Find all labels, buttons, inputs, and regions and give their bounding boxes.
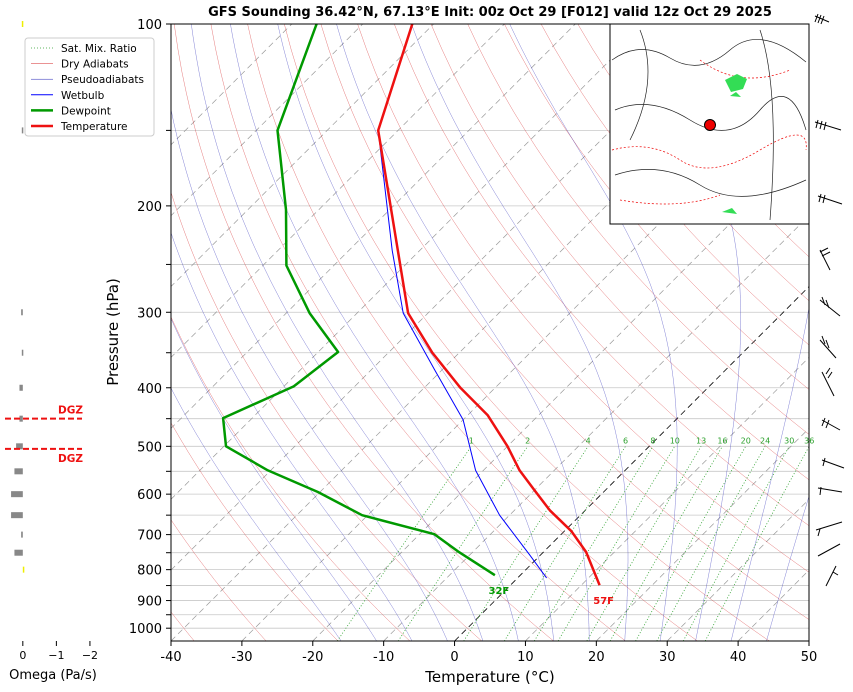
mixing-ratio-label: 2 [525, 436, 530, 445]
mixing-ratio-label: 10 [670, 436, 680, 445]
x-tick-label: -10 [373, 650, 394, 665]
omega-bar [23, 567, 25, 573]
mixing-ratio-line [683, 446, 789, 641]
dry-adiabat [174, 24, 553, 641]
dry-adiabat [835, 24, 853, 641]
y-tick-label: 300 [137, 306, 162, 321]
y-tick-label: 700 [137, 529, 162, 544]
x-tick-label: 50 [801, 650, 818, 665]
legend-label: Wetbulb [61, 90, 105, 102]
mixing-ratio-line [610, 446, 722, 641]
omega-tick-label: −1 [48, 649, 64, 662]
omega-axis-label: Omega (Pa/s) [9, 668, 97, 683]
mixing-ratio-label: 1 [469, 436, 474, 445]
omega-bar [11, 512, 23, 518]
x-tick-label: 30 [659, 650, 676, 665]
legend-label: Sat. Mix. Ratio [61, 43, 137, 55]
legend-label: Temperature [60, 121, 128, 133]
surface-label: 32F [488, 586, 509, 597]
x-axis-label: Temperature (°C) [424, 668, 554, 686]
omega-bar [22, 127, 24, 133]
mixing-ratio-line [587, 446, 701, 641]
y-tick-label: 200 [137, 200, 162, 215]
legend-label: Dewpoint [61, 105, 111, 117]
pseudoadiabat [130, 24, 412, 641]
x-tick-label: 10 [517, 650, 534, 665]
legend-label: Pseudoadiabats [61, 74, 144, 86]
omega-bar [11, 491, 23, 497]
omega-tick-label: −2 [82, 649, 98, 662]
y-tick-label: 400 [137, 382, 162, 397]
omega-bar [21, 532, 23, 538]
profile-line [223, 24, 495, 575]
omega-bar [14, 468, 22, 474]
y-tick-label: 800 [137, 564, 162, 579]
dgz-label: DGZ [58, 453, 83, 465]
pseudoadiabat [278, 24, 554, 641]
omega-bar [21, 309, 23, 315]
mixing-ratio-label: 36 [804, 436, 814, 445]
pseudoadiabat [412, 24, 629, 641]
wind-barbs [815, 14, 844, 586]
chart-title: GFS Sounding 36.42°N, 67.13°E Init: 00z … [208, 5, 772, 20]
y-tick-label: 600 [137, 488, 162, 503]
x-tick-label: 0 [450, 650, 458, 665]
mixing-ratio-line [705, 446, 809, 641]
pseudoadiabat [337, 24, 590, 641]
mixing-ratio-label: 4 [586, 436, 591, 445]
profiles [223, 24, 599, 585]
y-tick-label: 1000 [129, 622, 162, 637]
mixing-ratio-label: 20 [741, 436, 751, 445]
legend-label: Dry Adiabats [61, 59, 129, 71]
map-location [705, 120, 716, 131]
mixing-ratio-label: 24 [760, 436, 770, 445]
surface-label: 57F [593, 596, 614, 607]
mixing-ratio-label: 16 [717, 436, 727, 445]
omega-bar [22, 21, 24, 27]
mixing-ratio-label: 30 [784, 436, 794, 445]
omega-bar [19, 385, 22, 391]
mixing-ratio-line [657, 446, 765, 641]
inset-map [610, 24, 809, 224]
legend: Sat. Mix. Ratio Dry Adiabats Pseudoadiabat… [25, 38, 154, 136]
profile-line [378, 130, 546, 578]
omega-tick-label: 0 [19, 649, 26, 662]
mixing-ratio-label: 8 [650, 436, 655, 445]
omega-bar [14, 550, 22, 556]
y-axis-label: Pressure (hPa) [104, 278, 122, 386]
mixing-ratio-label: 13 [696, 436, 706, 445]
x-tick-label: 40 [730, 650, 747, 665]
dry-adiabat [138, 24, 482, 641]
y-tick-label: 900 [137, 595, 162, 610]
y-tick-label: 100 [137, 18, 162, 33]
x-tick-label: -20 [302, 650, 323, 665]
pseudoadiabat [191, 24, 483, 641]
x-tick-label: -30 [231, 650, 252, 665]
pseudoadiabat [158, 24, 447, 641]
mixing-ratio-label: 6 [623, 436, 628, 445]
mixing-ratio-line [534, 446, 653, 641]
omega-bar [22, 350, 24, 356]
mixing-ratio-line [464, 446, 588, 641]
y-tick-label: 500 [137, 440, 162, 455]
mixing-ratio-line [398, 446, 528, 641]
x-tick-label: 20 [588, 650, 605, 665]
x-tick-label: -40 [160, 650, 181, 665]
dgz-label: DGZ [58, 405, 83, 417]
